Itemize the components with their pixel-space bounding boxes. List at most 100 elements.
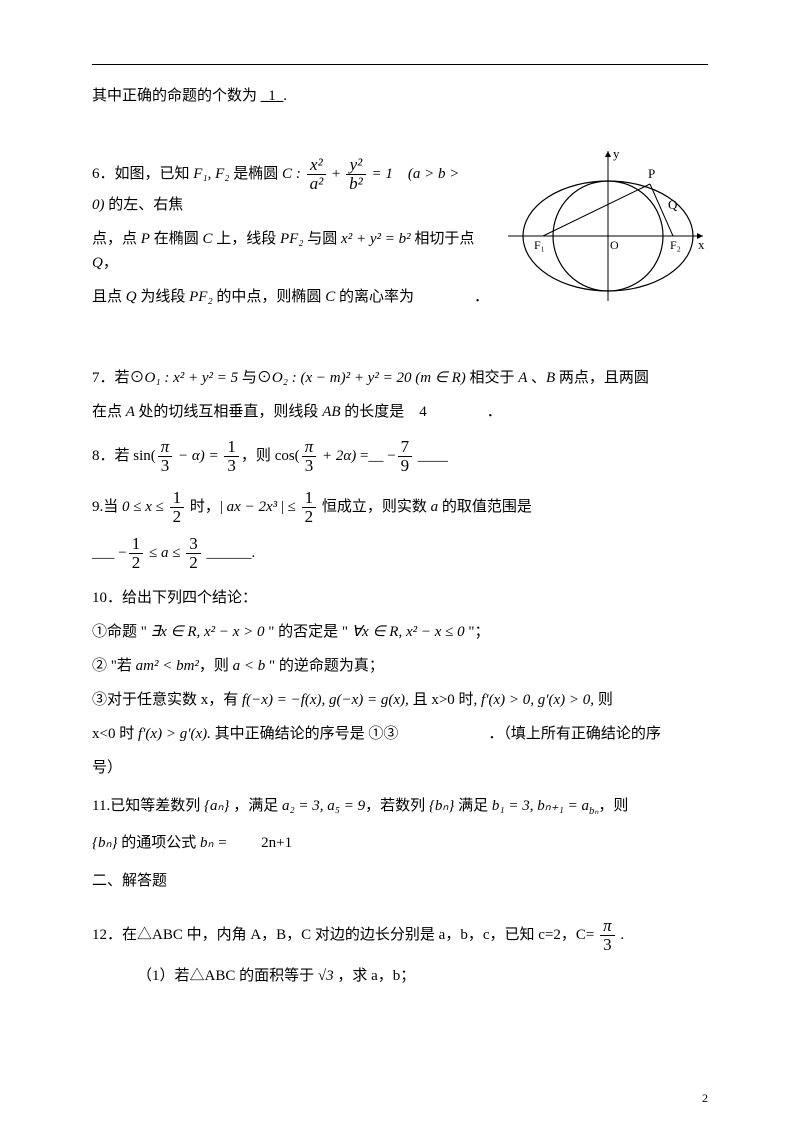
- t: ，则: [241, 448, 275, 464]
- d: 3: [158, 457, 173, 475]
- t: ② "若: [92, 658, 136, 674]
- t: 与圆: [304, 231, 342, 247]
- t: " 的否定是 ": [265, 624, 352, 640]
- q9: 9.当 0 ≤ x ≤ 12 时，| ax − 2x³ | ≤ 12 恒成立，则…: [92, 489, 708, 572]
- t: ，则: [199, 658, 233, 674]
- t: 则: [594, 692, 613, 708]
- frac-pi3-1: π3: [158, 438, 173, 475]
- n: 1: [129, 535, 144, 554]
- q10-c4: x<0 时 f′(x) > g′(x). 其中正确结论的序号是 ①③ ．（填上所…: [92, 722, 708, 746]
- t: 11.已知等差数列: [92, 798, 204, 814]
- s3: √3: [318, 968, 334, 984]
- lbl-P: P: [648, 166, 655, 181]
- t: 12．在△ABC 中，内角 A，B，C 对边的边长分别是 a，b，c，已知 c=…: [92, 927, 598, 943]
- c: ，: [103, 255, 118, 271]
- intro-text: 其中正确的命题的个数为: [92, 88, 261, 104]
- circ: x² + y² = b²: [341, 231, 411, 247]
- t: 相切于点: [411, 231, 475, 247]
- q10-c5: 号）: [92, 756, 708, 780]
- lbl-F1: F₁: [534, 238, 545, 252]
- q7-l1: 7．若⊙O₁ : x² + y² = 5 与⊙O₂ : (x − m)² + y…: [92, 366, 708, 390]
- ma: − α) =: [174, 448, 222, 464]
- bn: {bₙ}: [429, 798, 454, 814]
- d: 3: [224, 457, 239, 475]
- t: 6．如图，已知: [92, 166, 193, 182]
- lbl-O: O: [610, 238, 619, 252]
- ex: ∃x ∈ R, x² − x > 0: [151, 624, 265, 640]
- sin: sin(: [133, 448, 156, 464]
- ellipse-diagram: x y O F₁ F₂ P Q: [498, 146, 708, 306]
- ans: 2n+1: [261, 835, 292, 851]
- e2: : (x − m)² + y² = 20 (m ∈ R): [288, 370, 466, 386]
- p: .: [617, 927, 625, 943]
- q11-l1: 11.已知等差数列 {aₙ} ，满足 a₂ = 3, a₅ = 9，若数列 {b…: [92, 794, 708, 821]
- q9-l1: 9.当 0 ≤ x ≤ 12 时，| ax − 2x³ | ≤ 12 恒成立，则…: [92, 489, 708, 526]
- d: 3: [302, 457, 317, 475]
- A: A: [518, 370, 531, 386]
- q10-c2: ② "若 am² < bm²，则 a < b " 的逆命题为真；: [92, 654, 708, 678]
- B: B: [546, 370, 555, 386]
- section-2: 二、解答题: [92, 869, 708, 893]
- neg: −: [118, 545, 126, 561]
- spacer: [92, 326, 708, 366]
- neg: −: [387, 448, 395, 464]
- t: 时，: [186, 498, 220, 514]
- an: {aₙ}: [204, 798, 229, 814]
- t: 是椭圆: [230, 166, 283, 182]
- Q: Q: [92, 255, 103, 271]
- d: 9: [398, 457, 413, 475]
- O2: O₂: [272, 370, 288, 386]
- b1: b₁ = 3, bₙ₊₁ = a: [492, 798, 589, 814]
- am2: am² < bm²: [136, 658, 199, 674]
- frac-x2a2: x²a²: [307, 156, 327, 193]
- t: 9.当: [92, 498, 122, 514]
- q7-l2: 在点 A 处的切线互相垂直，则线段 AB 的长度是 4 ．: [92, 400, 708, 424]
- bn: {bₙ}: [92, 835, 117, 851]
- t: 在椭圆: [150, 231, 203, 247]
- lbl-F2: F₂: [670, 238, 681, 252]
- C: C: [325, 289, 335, 305]
- t: 且点: [92, 289, 126, 305]
- mid: ≤ a ≤: [145, 545, 184, 561]
- t: 两点，且两圆: [555, 370, 649, 386]
- q6-line1: 6．如图，已知 F₁, F₂ 是椭圆 C : x²a² + y²b² = 1 (…: [92, 156, 472, 217]
- t: 的离心率为: [335, 289, 414, 305]
- t: ．（填上所有正确结论的序: [398, 726, 661, 742]
- d: 2: [186, 554, 201, 572]
- q11: 11.已知等差数列 {aₙ} ，满足 a₂ = 3, a₅ = 9，若数列 {b…: [92, 794, 708, 855]
- q10-c1: ①命题 " ∃x ∈ R, x² − x > 0 " 的否定是 " ∀x ∈ R…: [92, 620, 708, 644]
- frac-12b: 12: [302, 489, 317, 526]
- top-rule: [92, 64, 708, 65]
- frac-12a: 12: [170, 489, 185, 526]
- q10-c3: ③对于任意实数 x，有 f(−x) = −f(x), g(−x) = g(x),…: [92, 688, 708, 712]
- d: 2: [170, 508, 185, 526]
- frac-32: 32: [186, 535, 201, 572]
- fg: f(−x) = −f(x), g(−x) = g(x),: [242, 692, 409, 708]
- t: ___: [92, 545, 118, 561]
- n: x²: [310, 155, 323, 174]
- fa: ∀x ∈ R, x² − x ≤ 0: [352, 624, 465, 640]
- intro-tail: .: [283, 88, 287, 104]
- t: ____: [414, 448, 448, 464]
- P: P: [141, 231, 150, 247]
- eq: =__: [356, 448, 387, 464]
- frac-pi3-c: π3: [600, 917, 615, 954]
- plus: +: [328, 166, 344, 182]
- bneq: bₙ =: [200, 835, 231, 851]
- d: a²: [310, 174, 324, 193]
- c1: 0 ≤ x ≤: [122, 498, 168, 514]
- t: ③对于任意实数 x，有: [92, 692, 242, 708]
- PF2: PF₂: [280, 231, 304, 247]
- d: b²: [349, 174, 363, 193]
- frac-y2b2: y²b²: [346, 156, 366, 193]
- q11-l2: {bₙ} 的通项公式 bₙ = 2n+1: [92, 831, 708, 855]
- t: 的中点，则椭圆: [213, 289, 326, 305]
- d: 2: [129, 554, 144, 572]
- foci: F₁, F₂: [193, 166, 229, 182]
- p: ．: [427, 404, 502, 420]
- q8: 8．若 sin(π3 − α) = 13，则 cos(π3 + 2α) =__ …: [92, 438, 708, 475]
- fgp2: f′(x) > g′(x).: [138, 726, 211, 742]
- n: 3: [186, 535, 201, 554]
- t: ，若数列: [365, 798, 429, 814]
- intro-line: 其中正确的命题的个数为 _1_.: [92, 84, 708, 108]
